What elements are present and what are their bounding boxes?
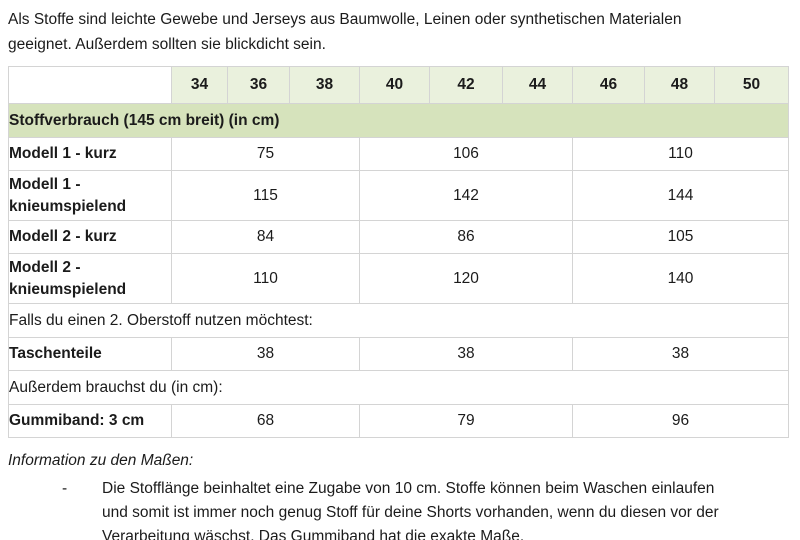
size-header-50: 50: [714, 66, 789, 104]
intro-paragraph: Als Stoffe sind leichte Gewebe und Jerse…: [0, 0, 800, 57]
size-header-44: 44: [502, 66, 573, 104]
size-header-36: 36: [227, 66, 290, 104]
size-header-38: 38: [289, 66, 360, 104]
row-label: Modell 2 - knieumspielend: [8, 253, 172, 304]
row-label: Modell 1 - kurz: [8, 137, 172, 171]
note-row-oberstoff: Falls du einen 2. Oberstoff nutzen möcht…: [8, 303, 789, 338]
size-header-40: 40: [359, 66, 430, 104]
value-cell: 75: [171, 137, 360, 171]
corner-cell: [8, 66, 172, 104]
size-header-42: 42: [429, 66, 503, 104]
value-cell: 79: [359, 404, 573, 438]
intro-line-1: Als Stoffe sind leichte Gewebe und Jerse…: [8, 11, 682, 28]
value-cell: 142: [359, 170, 573, 221]
table-row-modell2-kurz: Modell 2 - kurz 84 86 105: [8, 220, 789, 254]
note-row-ausserdem: Außerdem brauchst du (in cm):: [8, 370, 789, 405]
size-header-48: 48: [644, 66, 715, 104]
row-label: Taschenteile: [8, 337, 172, 371]
bullet-line-1: Die Stofflänge beinhaltet eine Zugabe vo…: [102, 480, 715, 497]
table-row-gummiband: Gummiband: 3 cm 68 79 96: [8, 404, 789, 438]
value-cell: 120: [359, 253, 573, 304]
bullet-line-2: und somit ist immer noch genug Stoff für…: [102, 504, 719, 521]
table-row-taschenteile: Taschenteile 38 38 38: [8, 337, 789, 371]
table-row-modell2-knieumspielend: Modell 2 - knieumspielend 110 120 140: [8, 253, 789, 304]
section-header-row: Stoffverbrauch (145 cm breit) (in cm): [8, 103, 789, 138]
value-cell: 115: [171, 170, 360, 221]
table-row-modell1-knieumspielend: Modell 1 - knieumspielend 115 142 144: [8, 170, 789, 221]
value-cell: 140: [572, 253, 789, 304]
value-cell: 38: [572, 337, 789, 371]
note-oberstoff: Falls du einen 2. Oberstoff nutzen möcht…: [8, 303, 789, 338]
value-cell: 105: [572, 220, 789, 254]
size-header-34: 34: [171, 66, 228, 104]
value-cell: 68: [171, 404, 360, 438]
row-label: Modell 2 - kurz: [8, 220, 172, 254]
measurements-bullet-item: - Die Stofflänge beinhaltet eine Zugabe …: [0, 477, 800, 540]
fabric-requirements-table: 34 36 38 40 42 44 46 48 50 Stoffverbrauc…: [8, 66, 789, 438]
row-label: Modell 1 - knieumspielend: [8, 170, 172, 221]
value-cell: 86: [359, 220, 573, 254]
section-header-stoffverbrauch: Stoffverbrauch (145 cm breit) (in cm): [8, 103, 789, 138]
size-header-46: 46: [572, 66, 645, 104]
table-row-modell1-kurz: Modell 1 - kurz 75 106 110: [8, 137, 789, 171]
intro-line-2: geeignet. Außerdem sollten sie blickdich…: [8, 36, 326, 53]
value-cell: 106: [359, 137, 573, 171]
value-cell: 96: [572, 404, 789, 438]
measurements-info-heading: Information zu den Maßen:: [8, 452, 194, 469]
value-cell: 144: [572, 170, 789, 221]
value-cell: 84: [171, 220, 360, 254]
size-header-row: 34 36 38 40 42 44 46 48 50: [8, 66, 789, 104]
row-label: Gummiband: 3 cm: [8, 404, 172, 438]
value-cell: 38: [171, 337, 360, 371]
bullet-dash-marker: -: [62, 480, 68, 497]
value-cell: 38: [359, 337, 573, 371]
value-cell: 110: [171, 253, 360, 304]
value-cell: 110: [572, 137, 789, 171]
note-ausserdem: Außerdem brauchst du (in cm):: [8, 370, 789, 405]
bullet-line-3: Verarbeitung wäschst. Das Gummiband hat …: [102, 528, 525, 540]
bullet-text: Die Stofflänge beinhaltet eine Zugabe vo…: [102, 477, 800, 540]
